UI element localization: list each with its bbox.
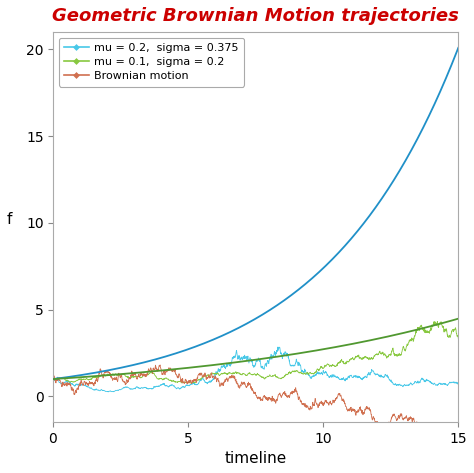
X-axis label: timeline: timeline (225, 451, 287, 466)
Legend: mu = 0.2,  sigma = 0.375, mu = 0.1,  sigma = 0.2, Brownian motion: mu = 0.2, sigma = 0.375, mu = 0.1, sigma… (58, 38, 244, 87)
Y-axis label: f: f (7, 212, 12, 227)
Title: Geometric Brownian Motion trajectories: Geometric Brownian Motion trajectories (52, 7, 459, 25)
